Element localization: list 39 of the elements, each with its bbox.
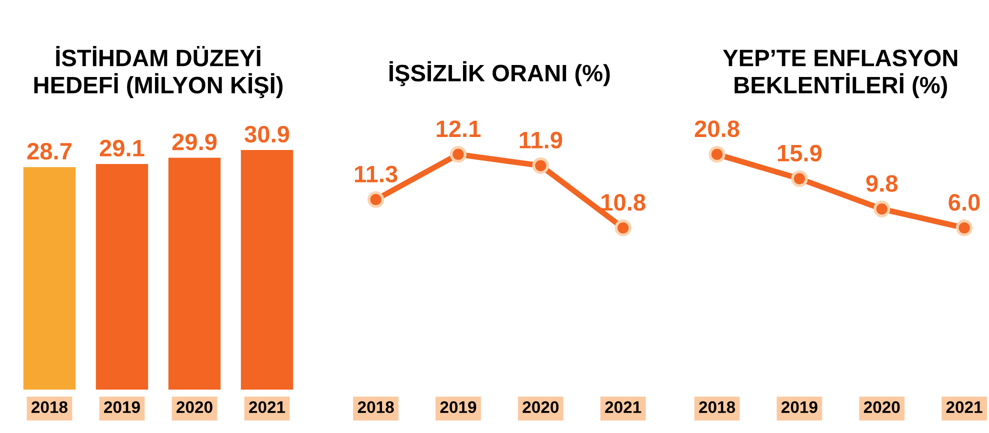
data-label: 28.7 (27, 142, 72, 160)
x-tick-label: 2018 (32, 401, 68, 414)
data-label: 11.3 (354, 166, 398, 182)
x-tick-label: 2019 (440, 401, 476, 414)
point (532, 157, 549, 174)
bar (168, 158, 221, 390)
x-tick-label: 2020 (522, 401, 559, 414)
bar (96, 164, 148, 390)
x-tick-label: 2021 (605, 401, 642, 414)
x-tick-label: 2019 (104, 401, 140, 414)
chart-title: İŞSİZLİK ORANI (%) (390, 61, 610, 86)
data-label: 6.0 (948, 194, 980, 211)
bar (23, 167, 76, 390)
x-tick-label: 2018 (699, 401, 736, 414)
data-label: 29.9 (172, 134, 217, 150)
x-tick-label: 2020 (864, 401, 900, 414)
point (450, 146, 467, 163)
chart-title: YEP’TE ENFLASYON BEKLENTİLERİ (%) (722, 50, 958, 98)
data-label: 12.1 (436, 120, 481, 137)
point (708, 146, 726, 163)
data-label: 29.1 (100, 140, 144, 157)
point (614, 220, 632, 236)
x-tick-label: 2018 (358, 401, 394, 414)
chart-title: İSTİHDAM DÜZEYİ HEDEFİ (MİLYON KİŞİ) (34, 46, 283, 98)
data-label: 20.8 (694, 120, 740, 138)
point (791, 170, 808, 188)
data-label: 11.9 (520, 132, 562, 148)
data-label: 15.9 (778, 144, 822, 162)
bar (240, 150, 294, 390)
x-tick-label: 2021 (249, 401, 286, 414)
point (367, 191, 384, 208)
data-label: 10.8 (602, 194, 646, 211)
x-tick-label: 2020 (176, 401, 212, 414)
point (874, 200, 890, 218)
data-label: 30.9 (244, 126, 290, 143)
data-label: 9.8 (866, 175, 898, 192)
point (956, 220, 973, 236)
x-tick-label: 2019 (781, 401, 818, 414)
x-tick-label: 2021 (946, 401, 982, 414)
